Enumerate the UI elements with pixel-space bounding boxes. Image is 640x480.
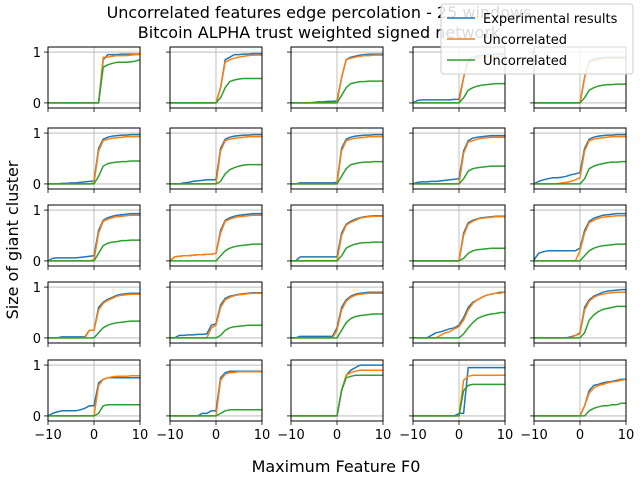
panel-4-3 [287, 281, 384, 347]
series-line-3 [170, 409, 262, 417]
series-line-3 [48, 403, 140, 417]
panel-4-4 [409, 281, 506, 347]
y-axis-label: Size of giant cluster [3, 160, 22, 319]
chart-title-line-1: Uncorrelated features edge percolation -… [107, 3, 532, 22]
panel-3-4 [409, 204, 506, 270]
series-line-3 [534, 160, 626, 185]
panel-5-3: −10 0 10 [277, 359, 392, 443]
legend-label-1: Experimental results [483, 12, 618, 27]
x-tick-label: 0 [90, 428, 98, 443]
panel-2-5 [530, 127, 627, 193]
series-line-3 [170, 243, 262, 262]
panel-5-4: −10 0 10 [399, 359, 514, 443]
x-tick-label: 10 [132, 428, 149, 443]
y-tick-label: 1 [33, 46, 41, 61]
y-tick-label: 1 [33, 204, 41, 219]
series-line-2 [169, 214, 262, 262]
series-line-3 [48, 239, 140, 262]
series-line-1 [47, 377, 140, 417]
panel-2-2 [166, 127, 263, 193]
y-tick-label: 0 [33, 410, 41, 425]
panel-3-5 [530, 204, 627, 270]
series-line-3 [534, 243, 626, 262]
panel-4-5 [530, 281, 627, 347]
panel-5-5: −10 0 10 [520, 359, 635, 443]
x-tick-label: −10 [520, 428, 547, 443]
series-line-3 [413, 82, 505, 104]
y-tick-label: 1 [33, 127, 41, 142]
panel-2-4 [409, 127, 506, 193]
y-tick-label: 0 [33, 255, 41, 270]
panel-1-3 [287, 46, 384, 112]
legend-label-3: Uncorrelated [483, 54, 567, 69]
x-tick-label: −10 [277, 428, 304, 443]
series-line-3 [534, 305, 626, 339]
x-tick-label: −10 [399, 428, 426, 443]
panel-2-3 [287, 127, 384, 193]
y-tick-label: 1 [33, 359, 41, 374]
series-line-3 [413, 383, 505, 417]
series-line-1 [412, 134, 505, 185]
y-tick-label: 0 [33, 97, 41, 112]
panel-4-2 [166, 281, 263, 347]
series-line-3 [534, 83, 626, 104]
panel-1-1: 01 [33, 46, 141, 112]
x-axis-label: Maximum Feature F0 [252, 457, 421, 476]
series-line-3 [170, 324, 262, 339]
series-line-3 [291, 313, 383, 339]
x-tick-label: 10 [497, 428, 514, 443]
y-tick-label: 0 [33, 332, 41, 347]
series-line-3 [291, 241, 383, 262]
series-line-3 [291, 374, 383, 417]
chart-title-line-2: Bitcoin ALPHA trust weighted signed netw… [138, 23, 501, 42]
series-line-3 [170, 163, 262, 185]
panel-2-1: 01 [33, 127, 141, 193]
x-tick-label: −10 [34, 428, 61, 443]
series-line-3 [291, 160, 383, 185]
series-line-3 [48, 320, 140, 339]
panel-3-3 [287, 204, 384, 270]
panel-4-1: 01 [33, 281, 141, 347]
series-line-1 [533, 133, 626, 185]
x-tick-label: 0 [212, 428, 220, 443]
y-tick-label: 0 [33, 178, 41, 193]
panel-3-1: 01 [33, 204, 141, 270]
series-line-3 [48, 58, 141, 104]
x-tick-label: 0 [333, 428, 341, 443]
x-tick-label: 10 [375, 428, 392, 443]
legend: Experimental results Uncorrelated Uncorrel… [440, 3, 634, 75]
x-tick-label: 10 [254, 428, 271, 443]
legend-label-2: Uncorrelated [483, 33, 567, 48]
series-line-3 [413, 247, 505, 262]
series-line-3 [413, 311, 505, 339]
series-line-3 [413, 165, 505, 185]
x-tick-label: 0 [455, 428, 463, 443]
panel-3-2 [166, 204, 263, 270]
series-line-3 [48, 160, 140, 185]
x-tick-label: 10 [618, 428, 635, 443]
x-tick-label: −10 [156, 428, 183, 443]
series-line-3 [170, 77, 262, 104]
x-tick-label: 0 [576, 428, 584, 443]
y-tick-label: 1 [33, 281, 41, 296]
legend-box [440, 3, 634, 75]
panel-5-1: −10 0 10 0 1 [33, 359, 149, 443]
series-line-3 [291, 80, 383, 104]
panel-5-2: −10 0 10 [156, 359, 271, 443]
series-line-3 [534, 402, 626, 417]
panel-1-2 [166, 46, 263, 112]
